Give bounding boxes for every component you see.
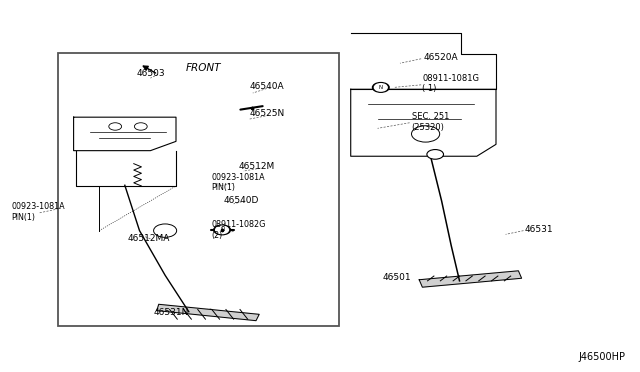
Text: FRONT: FRONT	[186, 63, 221, 73]
Text: N: N	[379, 85, 383, 90]
Text: 00923-1081A
PIN(1): 00923-1081A PIN(1)	[211, 173, 265, 192]
Circle shape	[372, 83, 389, 92]
Circle shape	[412, 126, 440, 142]
Circle shape	[374, 84, 387, 91]
Circle shape	[427, 150, 444, 159]
Text: 46540A: 46540A	[250, 82, 284, 91]
Circle shape	[134, 123, 147, 130]
Bar	[58, 53, 339, 326]
Circle shape	[216, 226, 228, 234]
Circle shape	[109, 123, 122, 130]
Text: 46512MA: 46512MA	[128, 234, 170, 243]
Text: J46500HP: J46500HP	[579, 352, 626, 362]
Text: SEC. 251
(25320): SEC. 251 (25320)	[412, 112, 449, 132]
Text: 46531N: 46531N	[154, 308, 189, 317]
Text: 46503: 46503	[136, 69, 164, 78]
Text: N: N	[220, 227, 224, 232]
Text: 46531: 46531	[525, 225, 554, 234]
Text: 46520A: 46520A	[424, 53, 458, 62]
Circle shape	[154, 224, 177, 237]
Text: 46540D: 46540D	[224, 196, 259, 205]
Text: 08911-1082G
(2): 08911-1082G (2)	[211, 220, 266, 240]
Polygon shape	[419, 271, 522, 287]
Polygon shape	[157, 304, 259, 321]
Text: 46525N: 46525N	[250, 109, 285, 118]
Text: 46501: 46501	[383, 273, 411, 282]
Text: 08911-1081G
( 1): 08911-1081G ( 1)	[422, 74, 479, 93]
Text: 00923-1081A
PIN(1): 00923-1081A PIN(1)	[12, 202, 65, 222]
Text: 46512M: 46512M	[238, 162, 275, 171]
Circle shape	[214, 225, 230, 235]
